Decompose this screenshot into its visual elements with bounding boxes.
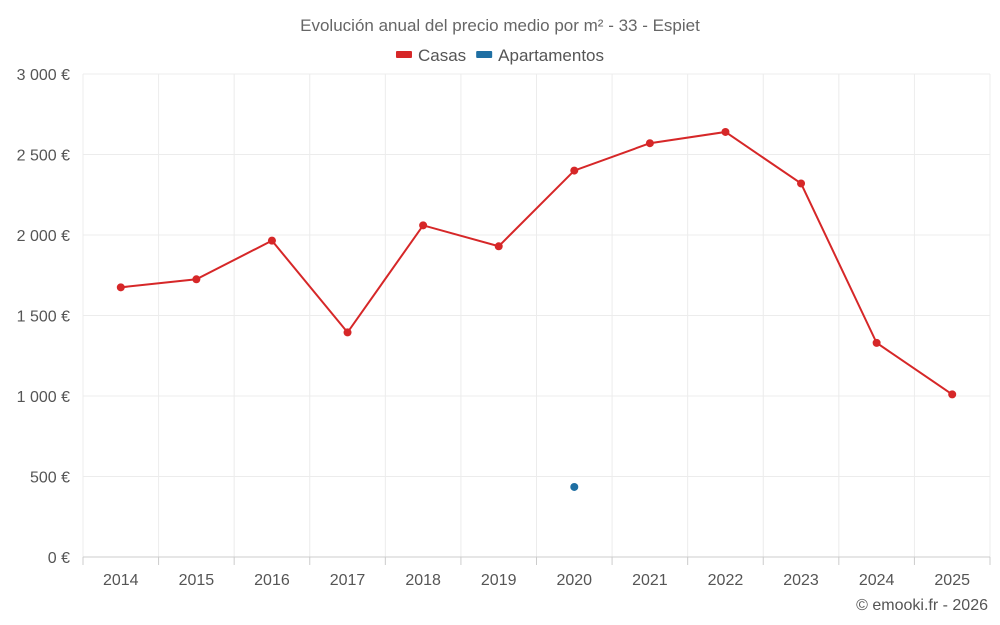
x-tick-label: 2018 xyxy=(405,572,441,589)
y-tick-label: 1 500 € xyxy=(17,309,70,326)
legend-swatch[interactable] xyxy=(395,51,412,58)
legend-label: Apartamentos xyxy=(498,46,604,65)
x-tick-label: 2023 xyxy=(783,572,819,589)
y-tick-label: 500 € xyxy=(30,470,70,487)
y-tick-label: 1 000 € xyxy=(17,389,70,406)
series-line xyxy=(120,130,953,396)
x-tick-label: 2015 xyxy=(179,572,215,589)
data-point[interactable] xyxy=(343,328,352,337)
y-tick-label: 0 € xyxy=(48,550,70,567)
legend-swatch[interactable] xyxy=(476,51,493,58)
legend-label: Casas xyxy=(418,46,466,65)
data-point[interactable] xyxy=(267,236,276,245)
y-tick-label: 2 500 € xyxy=(17,148,70,165)
x-tick-label: 2014 xyxy=(103,572,139,589)
y-tick-label: 2 000 € xyxy=(17,228,70,245)
data-point[interactable] xyxy=(721,127,730,136)
x-tick-label: 2021 xyxy=(632,572,668,589)
series-apartamentos xyxy=(570,482,579,491)
data-point[interactable] xyxy=(948,390,957,399)
data-point[interactable] xyxy=(419,221,428,230)
y-tick-label: 3 000 € xyxy=(17,67,70,84)
data-point[interactable] xyxy=(494,242,503,251)
series xyxy=(116,127,957,491)
x-tick-label: 2022 xyxy=(708,572,744,589)
data-point[interactable] xyxy=(797,179,806,188)
data-point[interactable] xyxy=(570,482,579,491)
grid xyxy=(82,73,991,557)
data-point[interactable] xyxy=(645,139,654,148)
x-tick-label: 2020 xyxy=(556,572,592,589)
data-point[interactable] xyxy=(116,283,125,292)
x-tick-label: 2016 xyxy=(254,572,290,589)
axes: 0 € 500 € 1 000 € 1 500 € 2 000 € 2 500 € 3 00… xyxy=(17,67,991,589)
legend: Casas Apartamentos xyxy=(395,46,604,65)
chart-title: Evolución anual del precio medio por m² … xyxy=(300,16,700,35)
x-tick-label: 2025 xyxy=(934,572,970,589)
credit-text: © emooki.fr - 2026 xyxy=(856,597,988,614)
data-point[interactable] xyxy=(872,338,881,347)
series-casas xyxy=(116,127,957,399)
x-tick-label: 2019 xyxy=(481,572,517,589)
x-tick-label: 2017 xyxy=(330,572,366,589)
data-point[interactable] xyxy=(570,166,579,175)
data-point[interactable] xyxy=(192,275,201,284)
x-tick-label: 2024 xyxy=(859,572,895,589)
